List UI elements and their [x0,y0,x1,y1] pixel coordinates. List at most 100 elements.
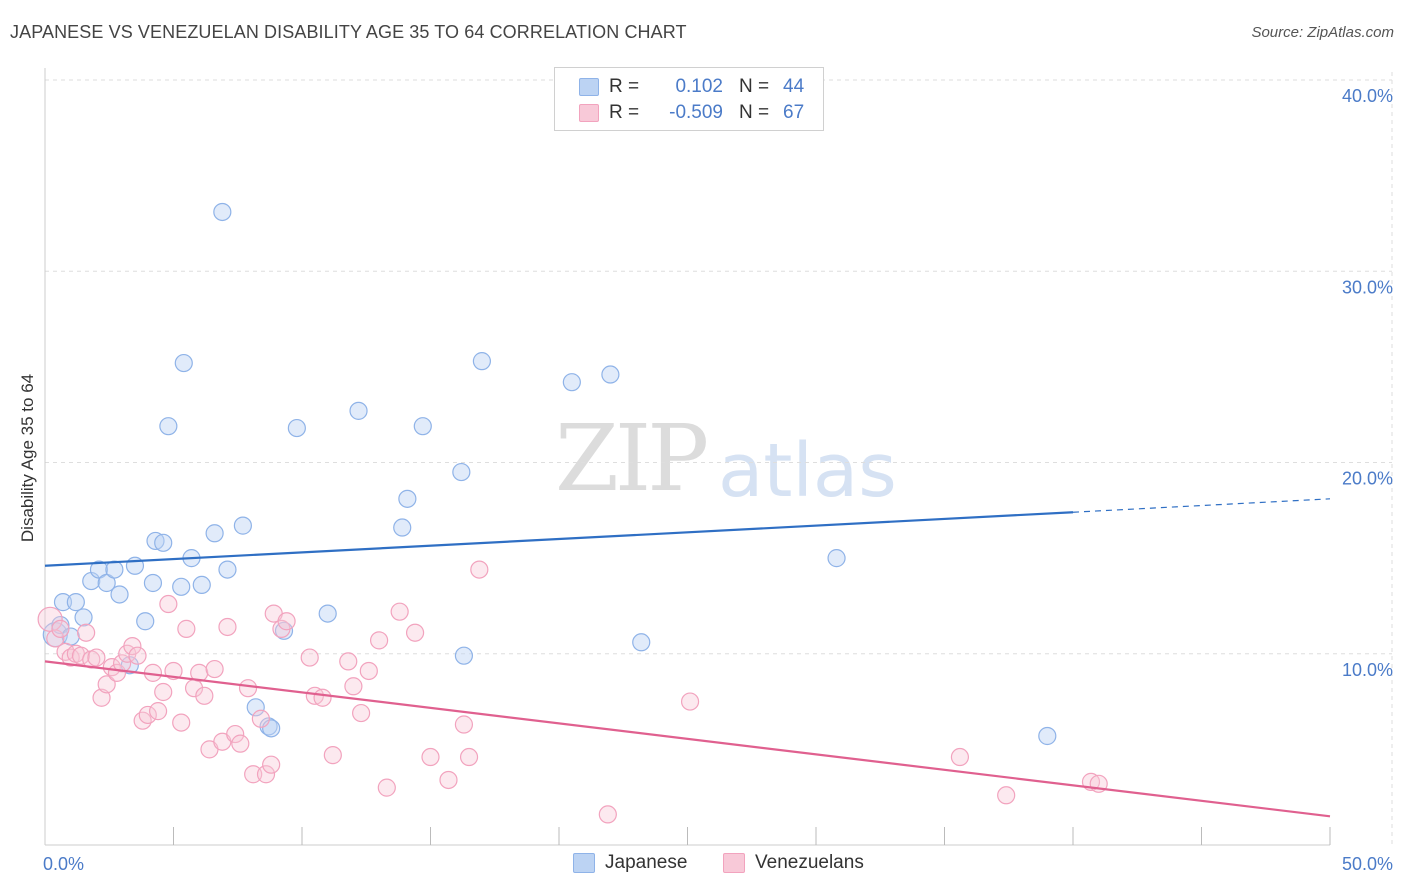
trend-line-japanese [44,511,1074,567]
data-point [562,373,581,392]
data-point [300,648,319,667]
data-point [154,682,173,702]
legend-row-japanese: R = 0.102 N = 44 [555,74,804,100]
venezuelan-points [37,560,1108,824]
data-point [244,765,263,784]
correlation-legend: R = 0.102 N = 44 R = -0.509 N = 67 [554,67,824,131]
data-point [66,593,85,612]
data-point [377,778,396,797]
legend-r-value: -0.509 [669,102,723,123]
data-point [148,702,168,721]
trend-lines [44,498,1331,818]
watermark-zip: ZIP [555,405,709,512]
data-point [601,365,620,384]
data-point [598,805,617,824]
y-tick-label: 20.0% [1342,469,1393,489]
data-point [172,713,191,732]
data-point [205,659,224,679]
data-point [177,619,196,638]
data-point [259,717,278,736]
watermark-atlas: atlas [718,428,897,514]
data-point [159,417,178,436]
data-point [421,747,440,767]
data-point [344,677,363,696]
data-point [46,629,65,648]
legend-n-value: 44 [783,76,805,97]
data-point [390,602,409,621]
data-point [133,711,152,730]
series-legend-japanese: Japanese [573,852,687,874]
grid-lines [45,72,1393,845]
data-point [226,724,245,744]
legend-r-label: R = [609,76,640,97]
data-point [112,654,132,673]
data-point [262,755,281,774]
axes [44,68,1331,846]
x-tick-label: 0.0% [43,854,84,874]
series-name-japanese: Japanese [605,852,688,873]
data-point [205,524,224,543]
data-point [213,202,232,222]
data-point [349,401,368,420]
data-point [97,573,116,593]
data-point [110,585,129,604]
data-point [997,786,1016,805]
y-tick-label: 40.0% [1342,86,1393,106]
data-point [218,560,237,579]
data-point [352,703,371,723]
data-point [251,709,270,728]
data-point [950,747,970,767]
data-point [339,652,358,671]
data-point [53,593,73,612]
data-point [102,658,121,677]
data-point [164,661,183,681]
legend-swatch-venezuelans [579,104,599,122]
legend-r-value: 0.102 [675,76,723,97]
data-point [97,675,116,694]
data-point [172,577,191,596]
data-point [77,623,96,642]
data-point [71,646,91,665]
data-point [123,636,142,656]
data-point [136,612,155,631]
data-point [313,688,332,707]
data-point [318,604,337,623]
data-point [87,648,106,667]
data-point [51,619,70,638]
data-point [472,352,491,371]
source-credit: Source: ZipAtlas.com [1251,24,1394,41]
data-point [231,734,250,753]
series-swatch-japanese [573,853,595,873]
legend-n-label: N = [739,76,770,97]
data-point [195,686,214,705]
data-point [143,573,163,593]
legend-r-label: R = [609,102,640,123]
x-tick-label: 50.0% [1342,854,1393,874]
data-point [827,549,846,568]
data-point [454,715,474,734]
data-point [192,575,211,595]
y-tick-label: 30.0% [1342,277,1393,297]
data-point [459,747,479,767]
data-point [680,692,700,711]
data-point [454,646,474,665]
data-point [154,533,173,552]
legend-n-label: N = [739,102,770,123]
data-point [128,646,147,665]
data-point [452,462,471,482]
legend-swatch-japanese [579,78,599,96]
data-point [174,353,193,373]
series-legend-venezuelans: Venezuelans [723,852,864,874]
data-point [413,417,432,436]
data-point [1038,726,1057,746]
legend-n-value: 67 [783,102,805,123]
legend-row-venezuelans: R = -0.509 N = 67 [555,100,804,126]
data-point [159,594,178,614]
data-point [246,698,265,717]
trend-line-japanese-extension [1072,498,1331,513]
data-point [405,623,425,642]
japanese-points [42,202,1057,746]
data-point [256,765,276,784]
data-point [370,631,389,650]
